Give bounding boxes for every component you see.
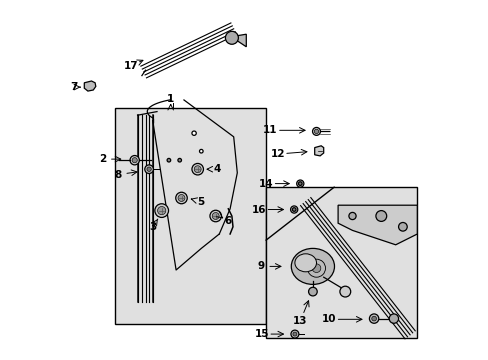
Circle shape	[388, 314, 398, 323]
Circle shape	[130, 156, 139, 165]
Text: 4: 4	[213, 164, 221, 174]
Text: 13: 13	[292, 316, 307, 326]
Text: 5: 5	[197, 197, 204, 207]
Circle shape	[175, 192, 187, 204]
Circle shape	[146, 167, 151, 171]
Circle shape	[194, 166, 201, 173]
Circle shape	[368, 314, 378, 323]
Polygon shape	[314, 146, 323, 156]
Circle shape	[371, 316, 376, 321]
Text: 11: 11	[263, 125, 277, 135]
Circle shape	[314, 129, 318, 134]
Circle shape	[308, 287, 317, 296]
Text: 1: 1	[167, 94, 174, 104]
Circle shape	[292, 208, 295, 211]
Polygon shape	[84, 81, 96, 91]
Text: 17: 17	[123, 60, 138, 71]
Circle shape	[339, 286, 350, 297]
Circle shape	[312, 127, 320, 135]
Text: 6: 6	[224, 216, 231, 226]
Text: 7: 7	[70, 82, 77, 92]
Circle shape	[292, 332, 296, 336]
Text: 3: 3	[149, 222, 156, 232]
Circle shape	[225, 31, 238, 44]
Circle shape	[144, 165, 153, 174]
Circle shape	[212, 212, 219, 220]
Circle shape	[348, 212, 355, 220]
Text: 14: 14	[258, 179, 273, 189]
Circle shape	[132, 158, 137, 163]
Text: 16: 16	[251, 204, 265, 215]
Circle shape	[192, 131, 196, 135]
Circle shape	[192, 163, 203, 175]
Circle shape	[167, 158, 170, 162]
Circle shape	[199, 149, 203, 153]
Circle shape	[375, 211, 386, 221]
Circle shape	[155, 204, 168, 217]
Text: 8: 8	[114, 170, 121, 180]
Bar	[115, 108, 265, 324]
Ellipse shape	[291, 248, 334, 284]
Circle shape	[290, 206, 297, 213]
Circle shape	[178, 158, 181, 162]
Text: 2: 2	[99, 154, 106, 164]
Polygon shape	[235, 34, 246, 47]
Text: 12: 12	[270, 149, 285, 159]
Circle shape	[296, 180, 303, 187]
Circle shape	[398, 222, 407, 231]
Bar	[265, 187, 416, 338]
Text: 15: 15	[254, 329, 268, 339]
Circle shape	[290, 330, 298, 338]
Circle shape	[298, 182, 302, 185]
Ellipse shape	[294, 254, 316, 272]
Circle shape	[178, 194, 184, 202]
Text: 9: 9	[257, 261, 264, 271]
Circle shape	[311, 264, 320, 273]
Text: 10: 10	[321, 314, 336, 324]
Circle shape	[157, 207, 165, 215]
Polygon shape	[337, 205, 416, 245]
Circle shape	[209, 210, 221, 222]
